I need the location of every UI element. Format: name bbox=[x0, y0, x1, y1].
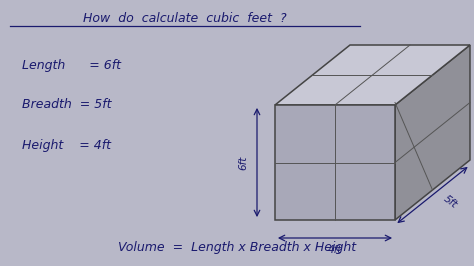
Text: Volume  =  Length x Breadth x Height: Volume = Length x Breadth x Height bbox=[118, 242, 356, 255]
Text: 5ft: 5ft bbox=[442, 194, 459, 210]
Text: Length      = 6ft: Length = 6ft bbox=[22, 59, 121, 72]
Text: Breadth  = 5ft: Breadth = 5ft bbox=[22, 98, 111, 111]
Text: 4ft: 4ft bbox=[328, 245, 342, 255]
Polygon shape bbox=[275, 45, 470, 105]
Polygon shape bbox=[275, 105, 395, 220]
Polygon shape bbox=[395, 45, 470, 220]
Text: How  do  calculate  cubic  feet  ?: How do calculate cubic feet ? bbox=[83, 11, 287, 24]
Text: Height    = 4ft: Height = 4ft bbox=[22, 139, 111, 152]
Text: 6ft: 6ft bbox=[238, 155, 248, 170]
